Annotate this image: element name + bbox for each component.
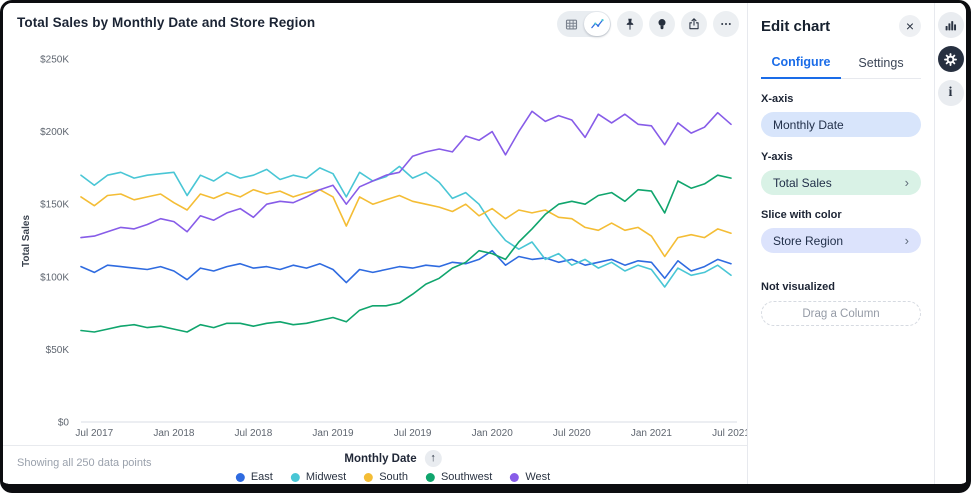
panel-title: Edit chart: [761, 17, 831, 35]
ellipsis-icon: [721, 23, 731, 25]
gear-icon: [944, 52, 957, 66]
legend-label: South: [379, 471, 408, 483]
series-line-south[interactable]: [80, 188, 732, 258]
series-line-southwest[interactable]: [80, 174, 732, 333]
legend-dot: [364, 472, 374, 482]
series-line-midwest[interactable]: [80, 165, 732, 288]
chart-legend: East Midwest South Southwest West: [235, 471, 550, 483]
y-axis-section: Y-axis Total Sales ›: [761, 151, 921, 195]
chevron-right-icon: ›: [904, 175, 909, 190]
tab-configure[interactable]: Configure: [761, 49, 841, 79]
chart-panel: $0 $50K $100K $150K $200K $250K Total Sales Jul…: [3, 3, 747, 484]
field-name: Total Sales: [773, 175, 832, 190]
panel-tabs: Configure Settings: [761, 49, 921, 79]
x-axis-section: X-axis Monthly Date: [761, 93, 921, 137]
legend-item-midwest[interactable]: Midwest: [290, 471, 347, 483]
chart-toolbar: [557, 11, 739, 37]
x-tick-label: Jan 2018: [153, 428, 195, 439]
x-tick-label: Jul 2021: [712, 428, 747, 439]
chevron-right-icon: ›: [904, 233, 909, 248]
line-chart-icon: [590, 18, 604, 28]
legend-item-east[interactable]: East: [235, 471, 273, 483]
edit-chart-panel: Edit chart × Configure Settings X-axis M…: [747, 3, 934, 484]
not-visualized-label: Not visualized: [761, 281, 835, 293]
more-options-button[interactable]: [713, 11, 739, 37]
y-tick-label: $200K: [40, 127, 69, 138]
lightbulb-icon: [658, 19, 666, 30]
chart-type-button[interactable]: [937, 12, 964, 38]
x-tick-label: Jan 2019: [312, 428, 354, 439]
not-visualized-section: Not visualized Drag a Column: [761, 281, 921, 326]
export-icon: [689, 18, 699, 30]
legend-dot: [425, 472, 435, 482]
data-points-count: Showing all 250 data points: [17, 457, 152, 469]
y-axis-field-pill[interactable]: Total Sales ›: [761, 170, 921, 195]
y-tick-label: $50K: [46, 345, 70, 356]
suggestions-button[interactable]: [649, 11, 675, 37]
info-button[interactable]: i: [937, 80, 964, 106]
field-name: Store Region: [773, 233, 844, 248]
x-field-label: Monthly Date: [344, 452, 417, 465]
legend-label: East: [250, 471, 273, 483]
legend-dot: [510, 472, 520, 482]
series-line-east[interactable]: [80, 249, 732, 284]
y-axis-title: Total Sales: [21, 215, 32, 267]
chart-view-button[interactable]: [584, 12, 610, 36]
legend-item-south[interactable]: South: [364, 471, 408, 483]
y-tick-label: $100K: [40, 272, 69, 283]
export-button[interactable]: [681, 11, 707, 37]
info-icon: i: [948, 85, 953, 100]
x-tick-label: Jul 2017: [75, 428, 113, 439]
x-tick-label: Jan 2020: [472, 428, 514, 439]
pin-icon: [626, 18, 634, 30]
pin-button[interactable]: [617, 11, 643, 37]
legend-label: Midwest: [305, 471, 347, 483]
y-tick-label: $150K: [40, 200, 69, 211]
legend-item-west[interactable]: West: [510, 471, 550, 483]
y-tick-label: $0: [58, 418, 70, 429]
footer-center: Monthly Date ↑ East Midwest South Southwest…: [235, 446, 550, 483]
y-axis-label: Y-axis: [761, 151, 793, 163]
x-tick-label: Jul 2019: [394, 428, 432, 439]
sales-line-chart: $0 $50K $100K $150K $200K $250K Total Sales Jul…: [21, 55, 747, 440]
legend-item-southwest[interactable]: Southwest: [425, 471, 493, 483]
legend-label: Southwest: [440, 471, 493, 483]
legend-label: West: [525, 471, 551, 483]
x-tick-label: Jul 2018: [234, 428, 272, 439]
legend-dot: [290, 472, 300, 482]
legend-dot: [235, 472, 245, 482]
x-axis-field-pill[interactable]: Monthly Date: [761, 112, 921, 137]
close-panel-button[interactable]: ×: [899, 15, 921, 37]
settings-gear-button[interactable]: [937, 46, 964, 72]
chart-footer: Showing all 250 data points Monthly Date…: [3, 445, 747, 484]
field-name: Monthly Date: [773, 117, 844, 132]
view-toggle: [557, 11, 611, 37]
x-tick-label: Jul 2020: [553, 428, 591, 439]
right-icon-strip: i: [934, 3, 966, 484]
bar-chart-icon: [945, 20, 957, 30]
drag-column-dropzone[interactable]: Drag a Column: [761, 301, 921, 326]
table-view-button[interactable]: [558, 12, 584, 36]
y-tick-label: $250K: [40, 55, 69, 66]
slice-with-color-label: Slice with color: [761, 209, 842, 221]
tab-settings[interactable]: Settings: [841, 49, 921, 78]
close-icon: ×: [905, 18, 915, 34]
series-line-west[interactable]: [80, 110, 732, 239]
arrow-up-icon: ↑: [430, 452, 436, 464]
slice-color-field-pill[interactable]: Store Region ›: [761, 228, 921, 253]
x-axis-label: X-axis: [761, 93, 794, 105]
table-view-icon: [565, 19, 577, 29]
x-tick-label: Jan 2021: [631, 428, 673, 439]
slice-color-section: Slice with color Store Region ›: [761, 209, 921, 253]
sort-ascending-button[interactable]: ↑: [424, 450, 442, 467]
chart-title: Total Sales by Monthly Date and Store Re…: [17, 15, 316, 30]
